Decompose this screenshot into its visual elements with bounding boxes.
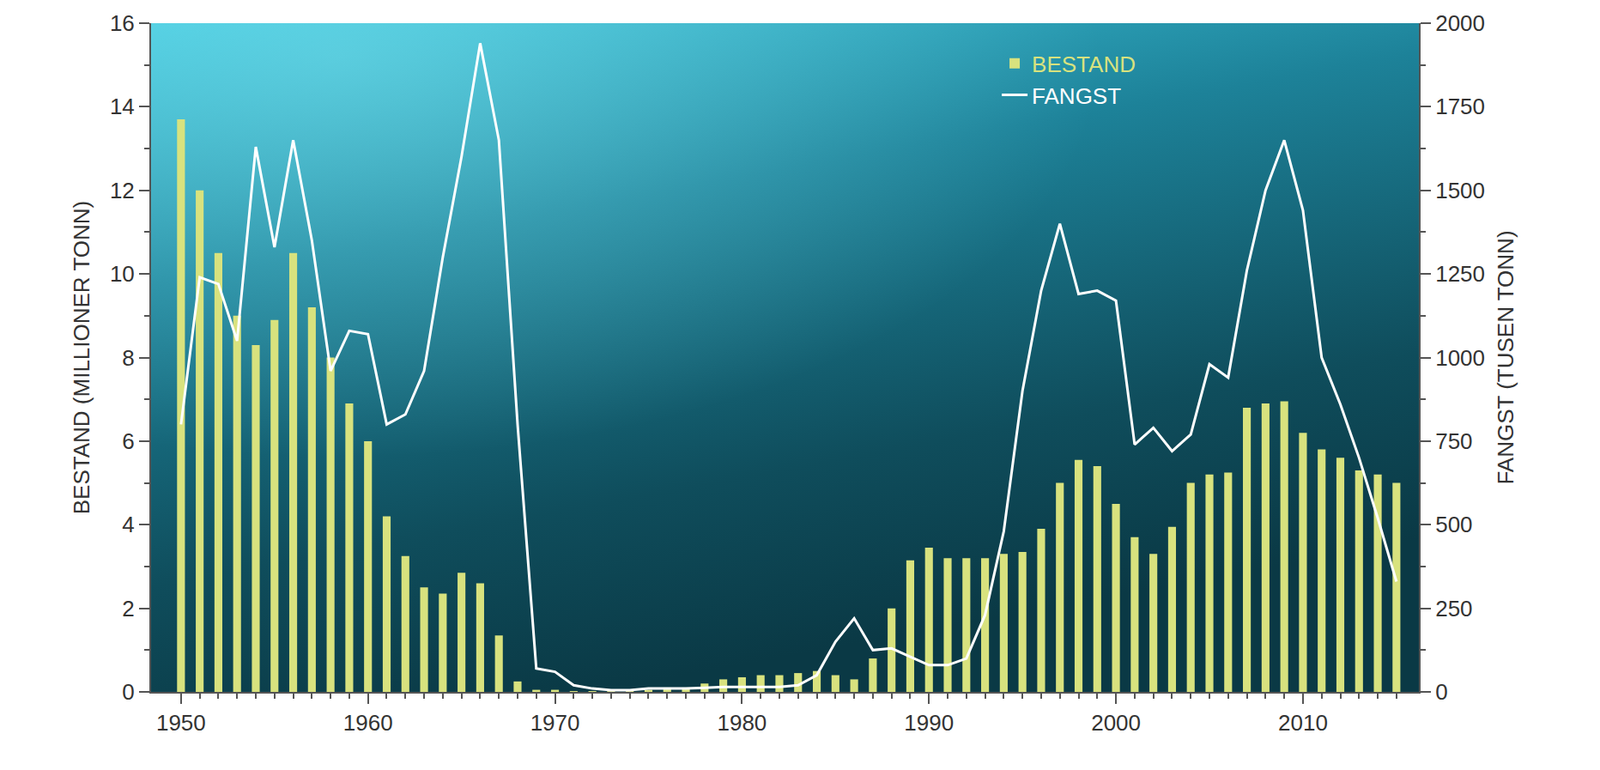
svg-text:BESTAND: BESTAND [1031, 51, 1136, 78]
svg-text:BESTAND (MILLIONER TONN): BESTAND (MILLIONER TONN) [68, 200, 95, 516]
svg-text:2010: 2010 [1278, 709, 1328, 736]
svg-text:1990: 1990 [903, 709, 954, 736]
svg-text:14: 14 [109, 93, 135, 120]
svg-text:1950: 1950 [156, 709, 207, 736]
svg-text:1500: 1500 [1435, 177, 1485, 204]
svg-text:1750: 1750 [1435, 93, 1485, 120]
svg-text:750: 750 [1435, 428, 1473, 455]
svg-text:1250: 1250 [1435, 260, 1485, 287]
svg-text:6: 6 [121, 428, 134, 455]
svg-text:2: 2 [121, 595, 134, 622]
svg-text:FANGST (TUSEN TONN): FANGST (TUSEN TONN) [1492, 230, 1519, 485]
svg-text:1960: 1960 [343, 709, 394, 736]
svg-text:8: 8 [121, 345, 134, 371]
svg-text:16: 16 [109, 10, 135, 37]
svg-text:2000: 2000 [1090, 709, 1141, 736]
svg-text:500: 500 [1435, 511, 1473, 538]
svg-text:FANGST: FANGST [1031, 83, 1122, 110]
svg-text:250: 250 [1435, 595, 1473, 622]
svg-text:12: 12 [109, 177, 135, 204]
svg-text:10: 10 [109, 260, 135, 287]
svg-text:4: 4 [121, 511, 134, 538]
svg-text:0: 0 [121, 678, 134, 705]
svg-text:1970: 1970 [530, 709, 581, 736]
svg-text:2000: 2000 [1435, 10, 1485, 37]
svg-text:0: 0 [1435, 678, 1448, 705]
svg-text:1000: 1000 [1435, 345, 1485, 371]
svg-text:1980: 1980 [716, 709, 767, 736]
